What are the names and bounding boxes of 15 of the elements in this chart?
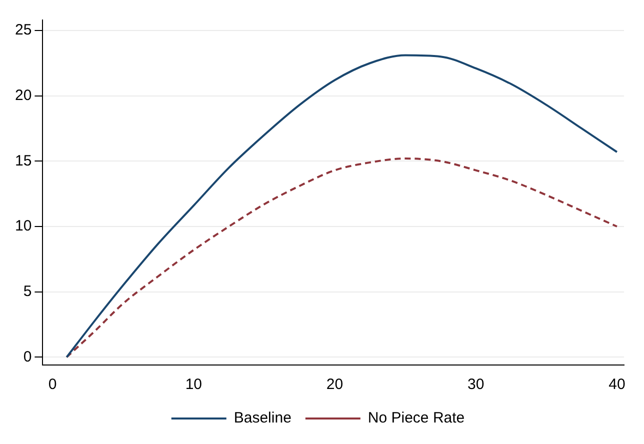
line-series	[66, 158, 618, 358]
line-series	[66, 54, 618, 358]
y-tick-label: 25	[14, 22, 32, 39]
y-tick-label: 0	[23, 348, 32, 366]
y-tick-label: 10	[14, 218, 32, 235]
x-tick-label: 20	[326, 376, 344, 394]
x-tick-label: 0	[48, 376, 57, 394]
y-tick-label: 20	[14, 86, 32, 104]
x-tick-label: 10	[185, 376, 202, 394]
legend-label: Baseline	[234, 410, 292, 427]
x-tick-label: 30	[468, 376, 484, 394]
legend-label: No Piece Rate	[368, 410, 465, 427]
y-tick-label: 15	[14, 152, 32, 170]
x-tick-label: 40	[608, 376, 626, 394]
y-tick-label: 5	[23, 282, 32, 300]
